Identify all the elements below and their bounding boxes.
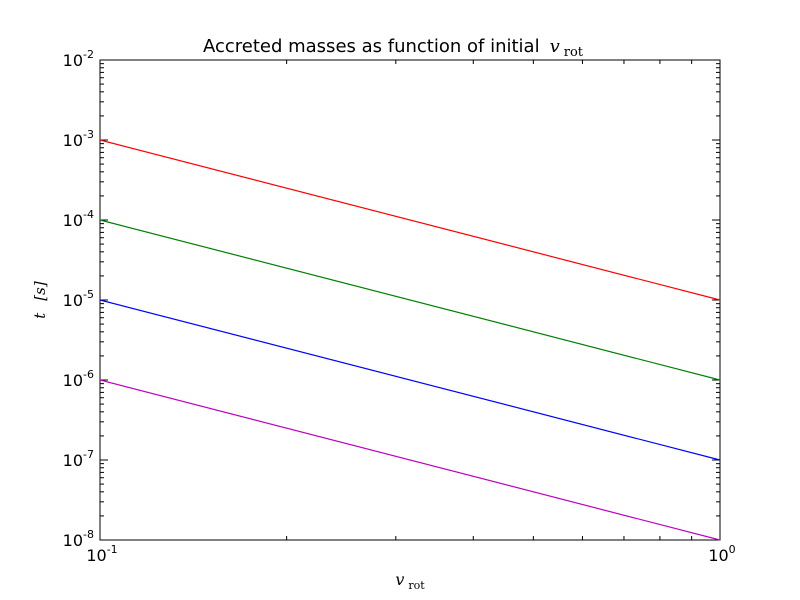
y-tick-label-exponent: -3 — [83, 128, 94, 141]
y-tick-label: 10-8 — [63, 528, 94, 550]
y-axis-label: t [s] — [31, 281, 49, 319]
chart-title: Accreted masses as function of initial v… — [203, 36, 584, 60]
chart-title-text: Accreted masses as function of initial — [203, 36, 540, 57]
y-tick-label: 10-6 — [63, 368, 94, 390]
y-tick-label-exponent: -5 — [83, 288, 94, 301]
y-tick-label: 10-2 — [63, 48, 94, 70]
y-tick-label-base: 10 — [63, 371, 83, 390]
y-tick-label-exponent: -7 — [83, 448, 94, 461]
axis-ticks — [99, 59, 721, 541]
y-tick-label-base: 10 — [63, 211, 83, 230]
y-axis-label-symbol: t — [31, 312, 49, 319]
x-tick-label: 100 — [708, 543, 735, 565]
x-tick-label-exponent: -1 — [107, 543, 118, 556]
y-tick-label-exponent: -6 — [83, 368, 94, 381]
y-tick-label-base: 10 — [63, 291, 83, 310]
y-tick-label-base: 10 — [63, 531, 83, 550]
y-tick-label: 10-5 — [63, 288, 94, 310]
y-tick-label-exponent: -2 — [83, 48, 94, 61]
y-tick-label-base: 10 — [63, 131, 83, 150]
y-tick-label-base: 10 — [63, 451, 83, 470]
y-tick-label: 10-4 — [63, 208, 94, 230]
axis-tick-labels: 10-810-710-610-510-410-310-210-1 100 — [63, 48, 736, 565]
x-tick-label-base: 10 — [708, 546, 728, 565]
series-line-3 — [99, 299, 721, 461]
y-tick-label: 10-7 — [63, 448, 94, 470]
y-tick-label-exponent: -4 — [83, 208, 94, 221]
chart-title-math-subscript: rot — [564, 45, 584, 60]
x-tick-label-exponent: 0 — [729, 543, 736, 556]
series-line-4 — [99, 379, 721, 541]
x-axis-label: v rot — [395, 570, 425, 592]
x-axis-label-symbol: v — [395, 570, 404, 589]
y-tick-label: 10-3 — [63, 128, 94, 150]
x-axis-label-subscript: rot — [408, 579, 425, 592]
chart-title-math-symbol: v — [550, 36, 560, 57]
x-tick-label: 10-1 — [86, 543, 117, 565]
series-lines — [99, 139, 721, 541]
y-tick-label-base: 10 — [63, 51, 83, 70]
y-tick-label-exponent: -8 — [83, 528, 94, 541]
series-line-2 — [99, 219, 721, 381]
x-tick-label-base: 10 — [86, 546, 106, 565]
series-line-1 — [99, 139, 721, 301]
y-axis-label-unit: [s] — [31, 281, 49, 301]
